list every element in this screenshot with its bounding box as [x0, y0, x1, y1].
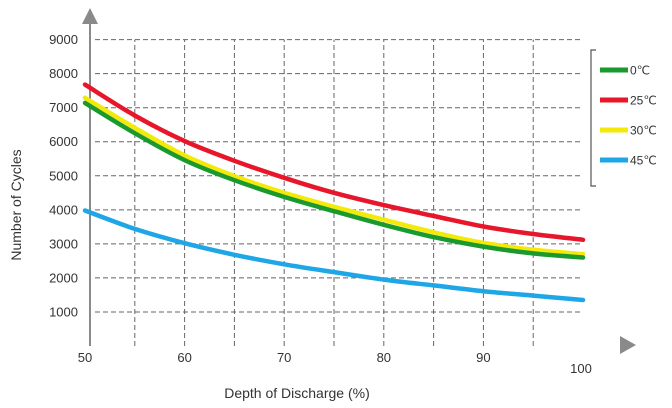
- y-tick-label: 9000: [49, 32, 78, 47]
- x-tick-label: 100: [570, 361, 592, 376]
- legend-label: 45℃: [630, 154, 657, 168]
- x-tick-labels: 50 60 70 80 90 100: [78, 350, 592, 376]
- y-axis-arrow-icon: [82, 8, 98, 24]
- y-tick-label: 1000: [49, 304, 78, 319]
- y-tick-label: 5000: [49, 168, 78, 183]
- y-tick-label: 3000: [49, 236, 78, 251]
- x-tick-label: 80: [377, 350, 391, 365]
- series-lines: [82, 82, 586, 303]
- x-tick-label: 50: [78, 350, 92, 365]
- legend: 0℃ 25℃ 30℃ 45℃: [590, 49, 657, 187]
- series-line-45C: [82, 208, 586, 303]
- y-tick-label: 4000: [49, 202, 78, 217]
- series-line-25C: [82, 82, 586, 243]
- legend-label: 25℃: [630, 94, 657, 108]
- y-tick-label: 7000: [49, 100, 78, 115]
- y-axis-title: Number of Cycles: [8, 149, 24, 260]
- legend-bracket: [590, 49, 596, 187]
- grid: [95, 39, 583, 346]
- x-tick-label: 90: [476, 350, 490, 365]
- series-line-0C: [82, 100, 586, 260]
- y-tick-label: 8000: [49, 66, 78, 81]
- y-tick-labels: 1000 2000 3000 4000 5000 6000 7000 8000 9000: [49, 32, 78, 319]
- x-axis-title: Depth of Discharge (%): [224, 385, 370, 401]
- axes: [82, 8, 636, 354]
- x-tick-label: 60: [177, 350, 191, 365]
- x-axis-arrow-icon: [620, 336, 636, 354]
- y-tick-label: 2000: [49, 270, 78, 285]
- x-tick-label: 70: [277, 350, 291, 365]
- series-line-30C: [82, 95, 586, 257]
- y-tick-label: 6000: [49, 134, 78, 149]
- legend-label: 30℃: [630, 124, 657, 138]
- legend-label: 0℃: [630, 64, 650, 78]
